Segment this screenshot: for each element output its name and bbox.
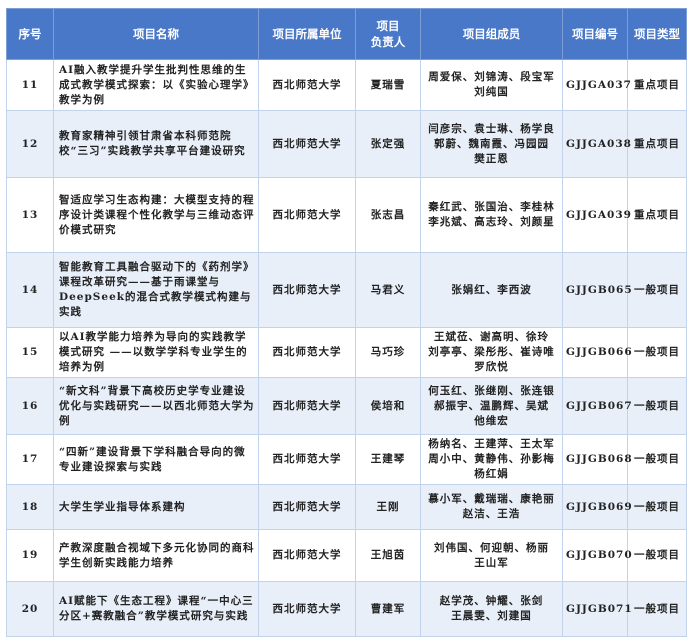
cell-code: GJJGA037 — [562, 59, 631, 111]
header-name: 项目名称 — [53, 8, 259, 60]
cell-type: 一般项目 — [627, 529, 687, 582]
cell-type: 一般项目 — [627, 377, 687, 435]
cell-name: 以AI教学能力培养为导向的实践教学模式研究 ——以数学学科专业学生的培养为例 — [53, 327, 259, 378]
cell-unit: 西北师范大学 — [258, 252, 356, 328]
cell-leader: 王建琴 — [355, 434, 421, 485]
table-row: 11 AI融入教学提升学生批判性思维的生成式教学模式探索：以《实验心理学》教学为例… — [6, 59, 687, 111]
cell-type: 重点项目 — [627, 177, 687, 253]
cell-members: 何玉红、张继刚、张连银 郝振宇、温鹏辉、吴斌 他维宏 — [420, 377, 563, 435]
cell-name: 教育家精神引领甘肃省本科师范院校“三习”实践教学共享平台建设研究 — [53, 110, 259, 178]
cell-type: 一般项目 — [627, 484, 687, 530]
cell-no: 15 — [6, 327, 54, 378]
cell-no: 17 — [6, 434, 54, 485]
cell-type: 一般项目 — [627, 434, 687, 485]
table-row: 17 “四新”建设背景下学科融合导向的微专业建设探索与实践 西北师范大学 王建琴 杨纳名… — [6, 434, 687, 485]
cell-code: GJJGB066 — [562, 327, 632, 378]
project-table: 序号 项目名称 项目所属单位 项目 负责人 项目组成员 项目编号 项目类型 11… — [6, 8, 687, 637]
cell-code: GJJGB067 — [562, 377, 632, 435]
cell-type: 一般项目 — [627, 327, 687, 378]
cell-name: “四新”建设背景下学科融合导向的微专业建设探索与实践 — [53, 434, 259, 485]
cell-type: 一般项目 — [627, 581, 687, 637]
cell-code: GJJGB065 — [562, 252, 632, 328]
cell-leader: 王旭茵 — [355, 529, 421, 582]
table-row: 13 智适应学习生态构建：大模型支持的程序设计类课程个性化教学与三维动态评价模式研… — [6, 177, 687, 253]
header-unit: 项目所属单位 — [258, 8, 356, 60]
cell-unit: 西北师范大学 — [258, 581, 356, 637]
table-row: 19 产教深度融合视域下多元化协同的商科学生创新实践能力培养 西北师范大学 王旭茵 刘伟… — [6, 529, 687, 582]
table-row: 14 智能教育工具融合驱动下的《药剂学》课程改革研究——基于雨课堂与DeepSee… — [6, 252, 687, 328]
cell-name: AI融入教学提升学生批判性思维的生成式教学模式探索：以《实验心理学》教学为例 — [53, 59, 259, 111]
cell-no: 12 — [6, 110, 54, 178]
cell-leader: 侯培和 — [355, 377, 421, 435]
cell-leader: 曹建军 — [355, 581, 421, 637]
cell-unit: 西北师范大学 — [258, 434, 356, 485]
cell-name: 产教深度融合视域下多元化协同的商科学生创新实践能力培养 — [53, 529, 259, 582]
cell-no: 20 — [6, 581, 54, 637]
cell-members: 赵学茂、钟耀、张剑 王晨雯、刘建国 — [420, 581, 563, 637]
cell-no: 11 — [6, 59, 54, 111]
cell-unit: 西北师范大学 — [258, 177, 356, 253]
cell-code: GJJGA039 — [562, 177, 631, 253]
cell-members: 秦红武、张国治、李桂林 李兆斌、高志玲、刘颜星 — [420, 177, 563, 253]
cell-leader: 张定强 — [355, 110, 421, 178]
cell-unit: 西北师范大学 — [258, 529, 356, 582]
cell-no: 18 — [6, 484, 54, 530]
cell-members: 张娟红、李西波 — [420, 252, 563, 328]
cell-members: 慕小军、戴瑞瑞、康艳丽 赵洁、王浩 — [420, 484, 563, 530]
cell-type: 一般项目 — [627, 252, 687, 328]
header-type: 项目类型 — [627, 8, 687, 60]
header-code: 项目编号 — [562, 8, 628, 60]
cell-code: GJJGB070 — [562, 529, 632, 582]
cell-name: 智适应学习生态构建：大模型支持的程序设计类课程个性化教学与三维动态评价模式研究 — [53, 177, 259, 253]
cell-members: 王斌莅、谢高明、徐玲 刘亭亭、梁彤彤、崔诗唯 罗欣悦 — [420, 327, 563, 378]
cell-no: 13 — [6, 177, 54, 253]
cell-members: 刘伟国、何迎朝、杨丽 王山军 — [420, 529, 563, 582]
cell-no: 14 — [6, 252, 54, 328]
cell-name: 大学生学业指导体系建构 — [53, 484, 259, 530]
table-row: 18 大学生学业指导体系建构 西北师范大学 王刚 慕小军、戴瑞瑞、康艳丽 赵洁、王浩 GJ… — [6, 484, 687, 530]
cell-no: 19 — [6, 529, 54, 582]
header-leader: 项目 负责人 — [355, 8, 421, 60]
cell-unit: 西北师范大学 — [258, 110, 356, 178]
cell-type: 重点项目 — [627, 59, 687, 111]
cell-leader: 马巧珍 — [355, 327, 421, 378]
cell-unit: 西北师范大学 — [258, 327, 356, 378]
header-no: 序号 — [6, 8, 54, 60]
header-row: 序号 项目名称 项目所属单位 项目 负责人 项目组成员 项目编号 项目类型 — [6, 8, 687, 60]
cell-leader: 张志昌 — [355, 177, 421, 253]
table-row: 20 AI赋能下《生态工程》课程“一中心三分区+赛教融合”教学模式研究与实践 西北师… — [6, 581, 687, 637]
cell-unit: 西北师范大学 — [258, 484, 356, 530]
cell-members: 周爱保、刘锦涛、段宝军 刘纯国 — [420, 59, 563, 111]
cell-leader: 马君义 — [355, 252, 421, 328]
cell-unit: 西北师范大学 — [258, 59, 356, 111]
cell-code: GJJGB068 — [562, 434, 632, 485]
cell-name: “新文科”背景下高校历史学专业建设优化与实践研究——以西北师范大学为例 — [53, 377, 259, 435]
cell-no: 16 — [6, 377, 54, 435]
header-members: 项目组成员 — [420, 8, 563, 60]
cell-unit: 西北师范大学 — [258, 377, 356, 435]
cell-members: 杨纳名、王建萍、王太军 周小中、黄静伟、孙影梅 杨红娟 — [420, 434, 563, 485]
table-row: 12 教育家精神引领甘肃省本科师范院校“三习”实践教学共享平台建设研究 西北师范大学… — [6, 110, 687, 178]
cell-type: 重点项目 — [627, 110, 687, 178]
cell-name: AI赋能下《生态工程》课程“一中心三分区+赛教融合”教学模式研究与实践 — [53, 581, 259, 637]
cell-code: GJJGB071 — [562, 581, 632, 637]
cell-name: 智能教育工具融合驱动下的《药剂学》课程改革研究——基于雨课堂与DeepSeek的… — [53, 252, 259, 328]
cell-members: 闫彦宗、袁士琳、杨学良 郭蔚、魏南霞、冯园园 樊正恩 — [420, 110, 563, 178]
table-row: 15 以AI教学能力培养为导向的实践教学模式研究 ——以数学学科专业学生的培养为例… — [6, 327, 687, 378]
table-row: 16 “新文科”背景下高校历史学专业建设优化与实践研究——以西北师范大学为例 西北师… — [6, 377, 687, 435]
cell-leader: 王刚 — [355, 484, 421, 530]
cell-code: GJJGA038 — [562, 110, 631, 178]
cell-code: GJJGB069 — [562, 484, 632, 530]
cell-leader: 夏瑞雪 — [355, 59, 421, 111]
